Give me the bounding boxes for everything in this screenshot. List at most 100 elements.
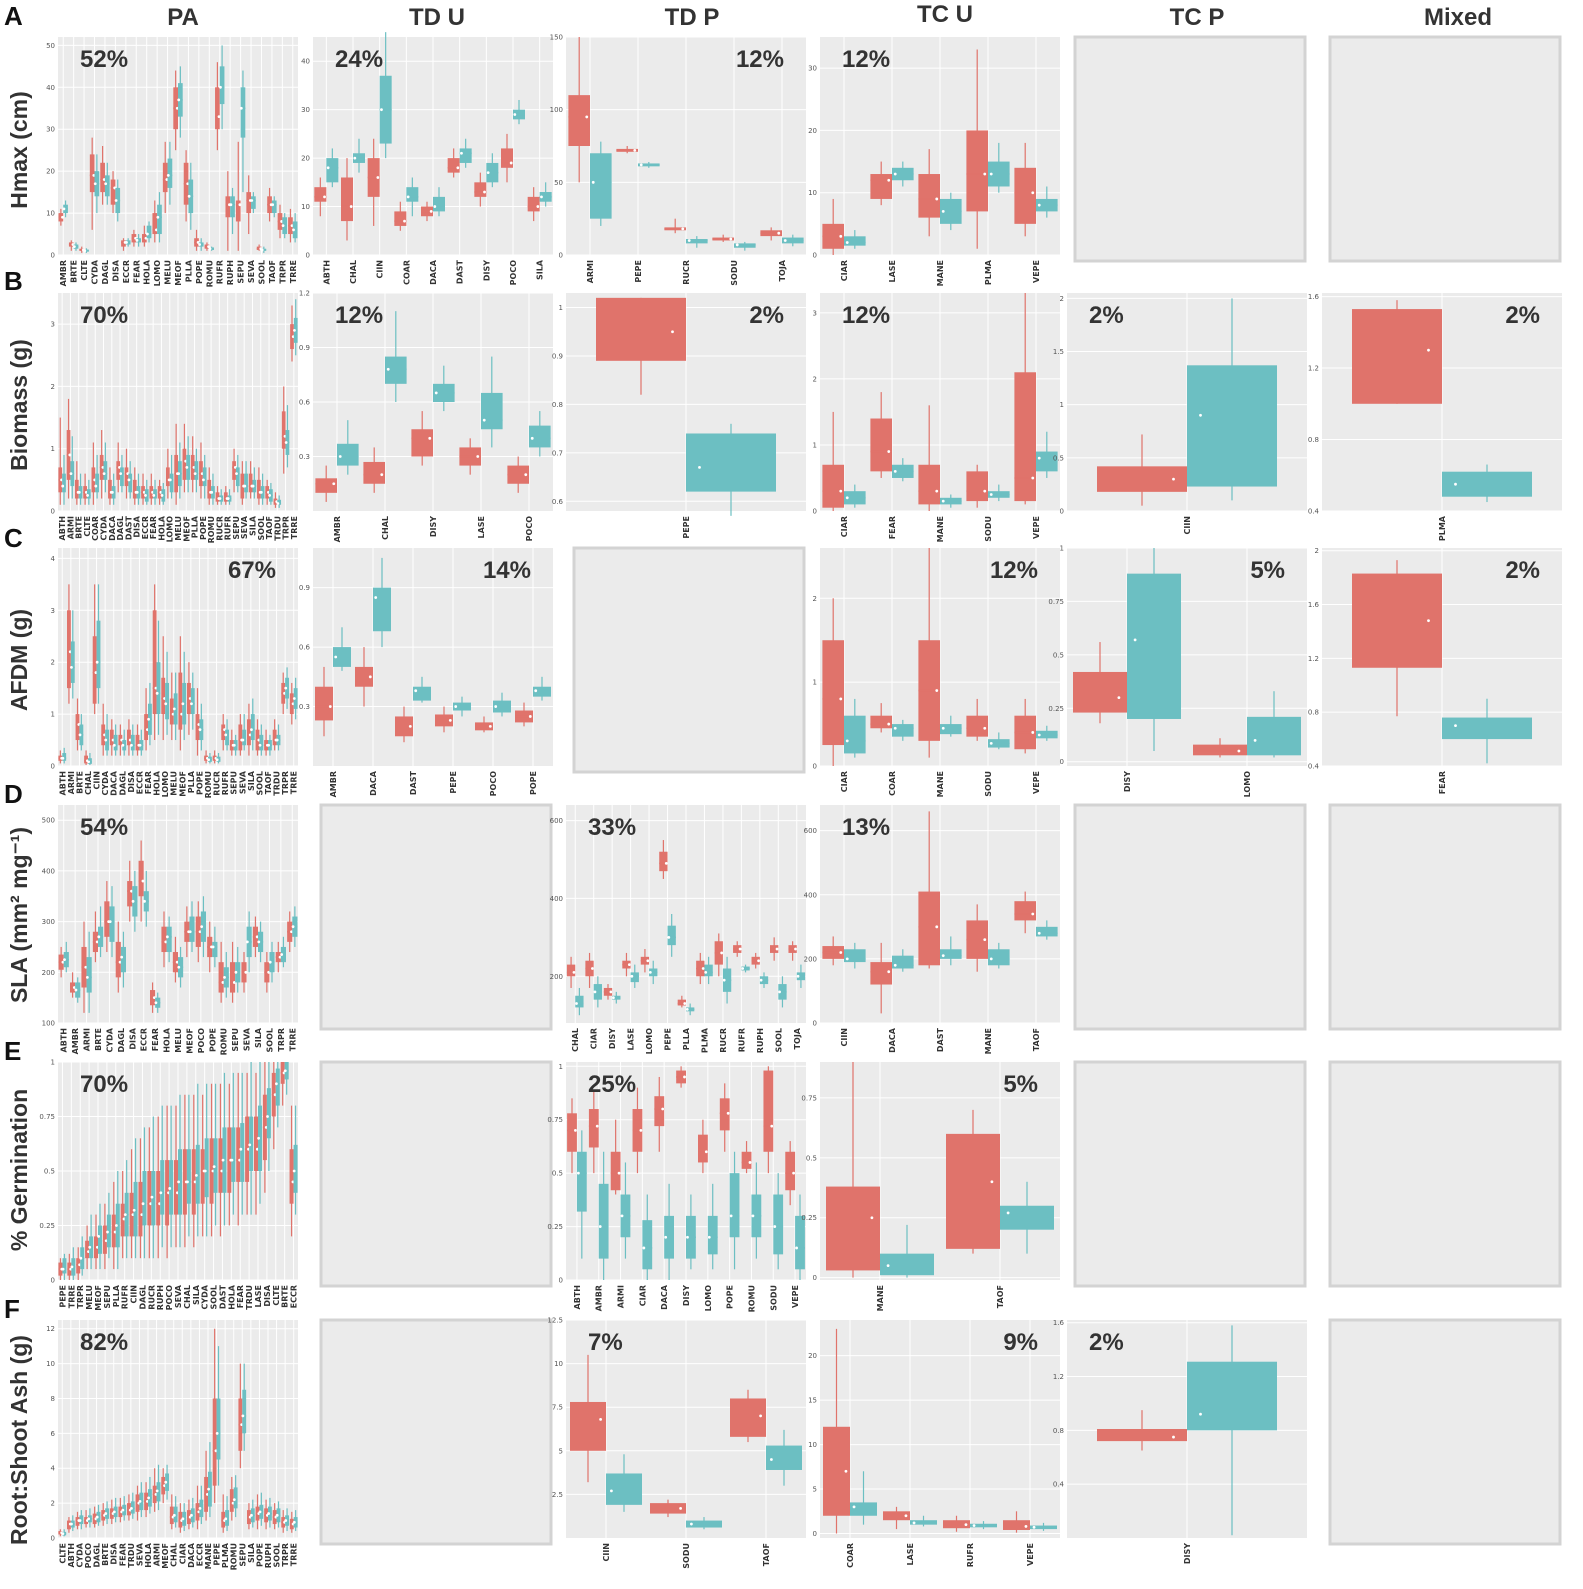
box-row0-pa-romu-red bbox=[204, 242, 211, 251]
box-body bbox=[413, 686, 431, 701]
x-category-label-row1-pa-23: SILA bbox=[248, 515, 257, 536]
mean-point bbox=[839, 234, 843, 238]
box-row4-pa-sila-teal bbox=[194, 1083, 200, 1237]
percent-label-row1-pa: 70% bbox=[80, 302, 128, 329]
mean-point bbox=[160, 494, 164, 497]
x-category-label-row0-pa-8: HOLA bbox=[143, 259, 152, 285]
box-body bbox=[225, 729, 229, 746]
box-row1-td-u-lase-red bbox=[459, 438, 481, 475]
x-category-label-row5-pa-12: MEOF bbox=[161, 1543, 170, 1569]
box-row3-tc-u-mane-red bbox=[966, 904, 988, 972]
box-row3-td-p-plla-teal bbox=[685, 1003, 695, 1016]
box-row0-tc-u-lase-red bbox=[870, 161, 892, 206]
mean-point bbox=[135, 490, 139, 494]
mean-point bbox=[120, 955, 124, 959]
mean-point bbox=[989, 172, 993, 176]
box-body bbox=[215, 492, 220, 502]
mean-point bbox=[275, 1513, 279, 1517]
box-body bbox=[870, 962, 892, 985]
box-row2-tc-u-coar-teal bbox=[892, 719, 914, 741]
mean-point bbox=[215, 758, 219, 762]
x-category-label-row5-pa-14: CIAR bbox=[178, 1543, 187, 1564]
box-row0-pa-ruph-red bbox=[225, 171, 231, 251]
x-category-label-row2-pa-23: SOOL bbox=[255, 771, 264, 795]
mean-point bbox=[292, 697, 296, 700]
box-row3-pa-trre-teal bbox=[291, 906, 298, 947]
mean-point bbox=[612, 996, 615, 1000]
mean-point bbox=[224, 1517, 228, 1521]
box-row3-pa-poco-red bbox=[195, 901, 202, 963]
mean-point bbox=[210, 490, 214, 494]
x-category-label-row2-tc-u-4: VEPE bbox=[1032, 771, 1041, 794]
box-body bbox=[169, 1506, 174, 1525]
box-row0-td-u-sila-teal bbox=[539, 182, 552, 207]
box-row3-td-p-toja-red bbox=[788, 941, 797, 961]
box-body bbox=[246, 192, 252, 214]
y-tick-label-row5-tc-p-1: 0.8 bbox=[1053, 1427, 1064, 1435]
box-row1-pa-rufr-teal bbox=[226, 489, 232, 505]
box-body bbox=[225, 196, 231, 218]
box-row4-pa-trpr-teal bbox=[79, 1236, 85, 1276]
box-body bbox=[946, 1133, 1000, 1249]
box-row2-pa-rufr-teal bbox=[224, 719, 229, 751]
mean-point bbox=[144, 494, 147, 497]
x-category-label-row3-pa-8: FEAR bbox=[151, 1028, 160, 1051]
mean-point bbox=[215, 1431, 219, 1435]
box-body bbox=[166, 926, 172, 953]
box-body bbox=[1442, 717, 1532, 740]
box-row4-pa-melu-teal bbox=[88, 1214, 94, 1270]
x-category-label-row3-td-p-3: LASE bbox=[627, 1028, 636, 1051]
box-row2-td-u-dast-teal bbox=[413, 676, 431, 703]
x-category-label-row3-pa-16: SEVA bbox=[243, 1027, 252, 1051]
box-row1-td-u-poco-red bbox=[507, 456, 529, 493]
mean-point bbox=[226, 497, 230, 500]
mean-point bbox=[380, 473, 384, 477]
y-tick-label-row5-tc-u-4: 20 bbox=[808, 1352, 817, 1360]
box-body bbox=[127, 729, 131, 746]
y-tick-label-row3-td-p-1: 400 bbox=[550, 895, 563, 903]
mean-point bbox=[1031, 476, 1035, 480]
box-row4-td-p-vepe-teal bbox=[795, 1194, 805, 1280]
x-category-label-row2-pa-8: DISA bbox=[127, 770, 136, 792]
mean-point bbox=[61, 756, 65, 760]
x-category-label-row3-pa-18: SOOL bbox=[265, 1028, 274, 1052]
x-category-label-row5-pa-15: DACA bbox=[187, 1542, 196, 1568]
y-tick-label-row1-tc-u-1: 1 bbox=[813, 441, 817, 449]
box-row1-td-p-pepe-red bbox=[596, 297, 686, 395]
mean-point bbox=[290, 930, 293, 934]
mean-point bbox=[232, 981, 236, 984]
x-category-label-row3-pa-7: ECCR bbox=[140, 1028, 149, 1051]
mean-point bbox=[870, 1216, 874, 1220]
y-tick-label-row1-pa-0: 0 bbox=[51, 508, 55, 516]
mean-point bbox=[243, 484, 247, 488]
box-body bbox=[704, 964, 713, 977]
box-row3-td-p-pepe-teal bbox=[667, 914, 676, 957]
box-row2-pa-hola-teal bbox=[155, 620, 161, 735]
mean-point bbox=[219, 85, 222, 89]
box-row1-pa-fear-red bbox=[149, 473, 155, 505]
x-category-label-row1-pa-20: RUFR bbox=[224, 516, 233, 540]
mean-point bbox=[620, 1214, 624, 1218]
mean-point bbox=[685, 1007, 689, 1011]
box-body bbox=[642, 1220, 653, 1270]
box-row3-td-p-plma-red bbox=[696, 952, 705, 985]
x-category-label-row4-pa-5: SEPU bbox=[103, 1285, 112, 1309]
x-category-label-row2-pa-2: BRTE bbox=[75, 771, 84, 794]
box-body bbox=[219, 66, 225, 105]
box-body bbox=[167, 158, 173, 188]
box-row1-pa-dagl-red bbox=[116, 442, 121, 493]
x-category-label-row0-pa-13: POPE bbox=[195, 260, 204, 284]
mean-point bbox=[595, 1124, 599, 1128]
box-row3-pa-dagl-teal bbox=[120, 931, 126, 988]
mean-point bbox=[207, 758, 210, 762]
mean-point bbox=[203, 1169, 207, 1173]
box-body bbox=[826, 1186, 880, 1271]
y-tick-label-row4-pa-1: 0.25 bbox=[39, 1222, 55, 1230]
box-row4-td-p-ambr-red bbox=[588, 1091, 599, 1174]
mean-point bbox=[130, 889, 133, 893]
x-category-label-row5-pa-1: ABTH bbox=[67, 1543, 76, 1567]
box-row4-td-p-armi-teal bbox=[620, 1162, 631, 1259]
mean-point bbox=[368, 675, 372, 679]
box-row5-td-p-sodu-red bbox=[650, 1499, 686, 1518]
mean-point bbox=[893, 469, 897, 473]
